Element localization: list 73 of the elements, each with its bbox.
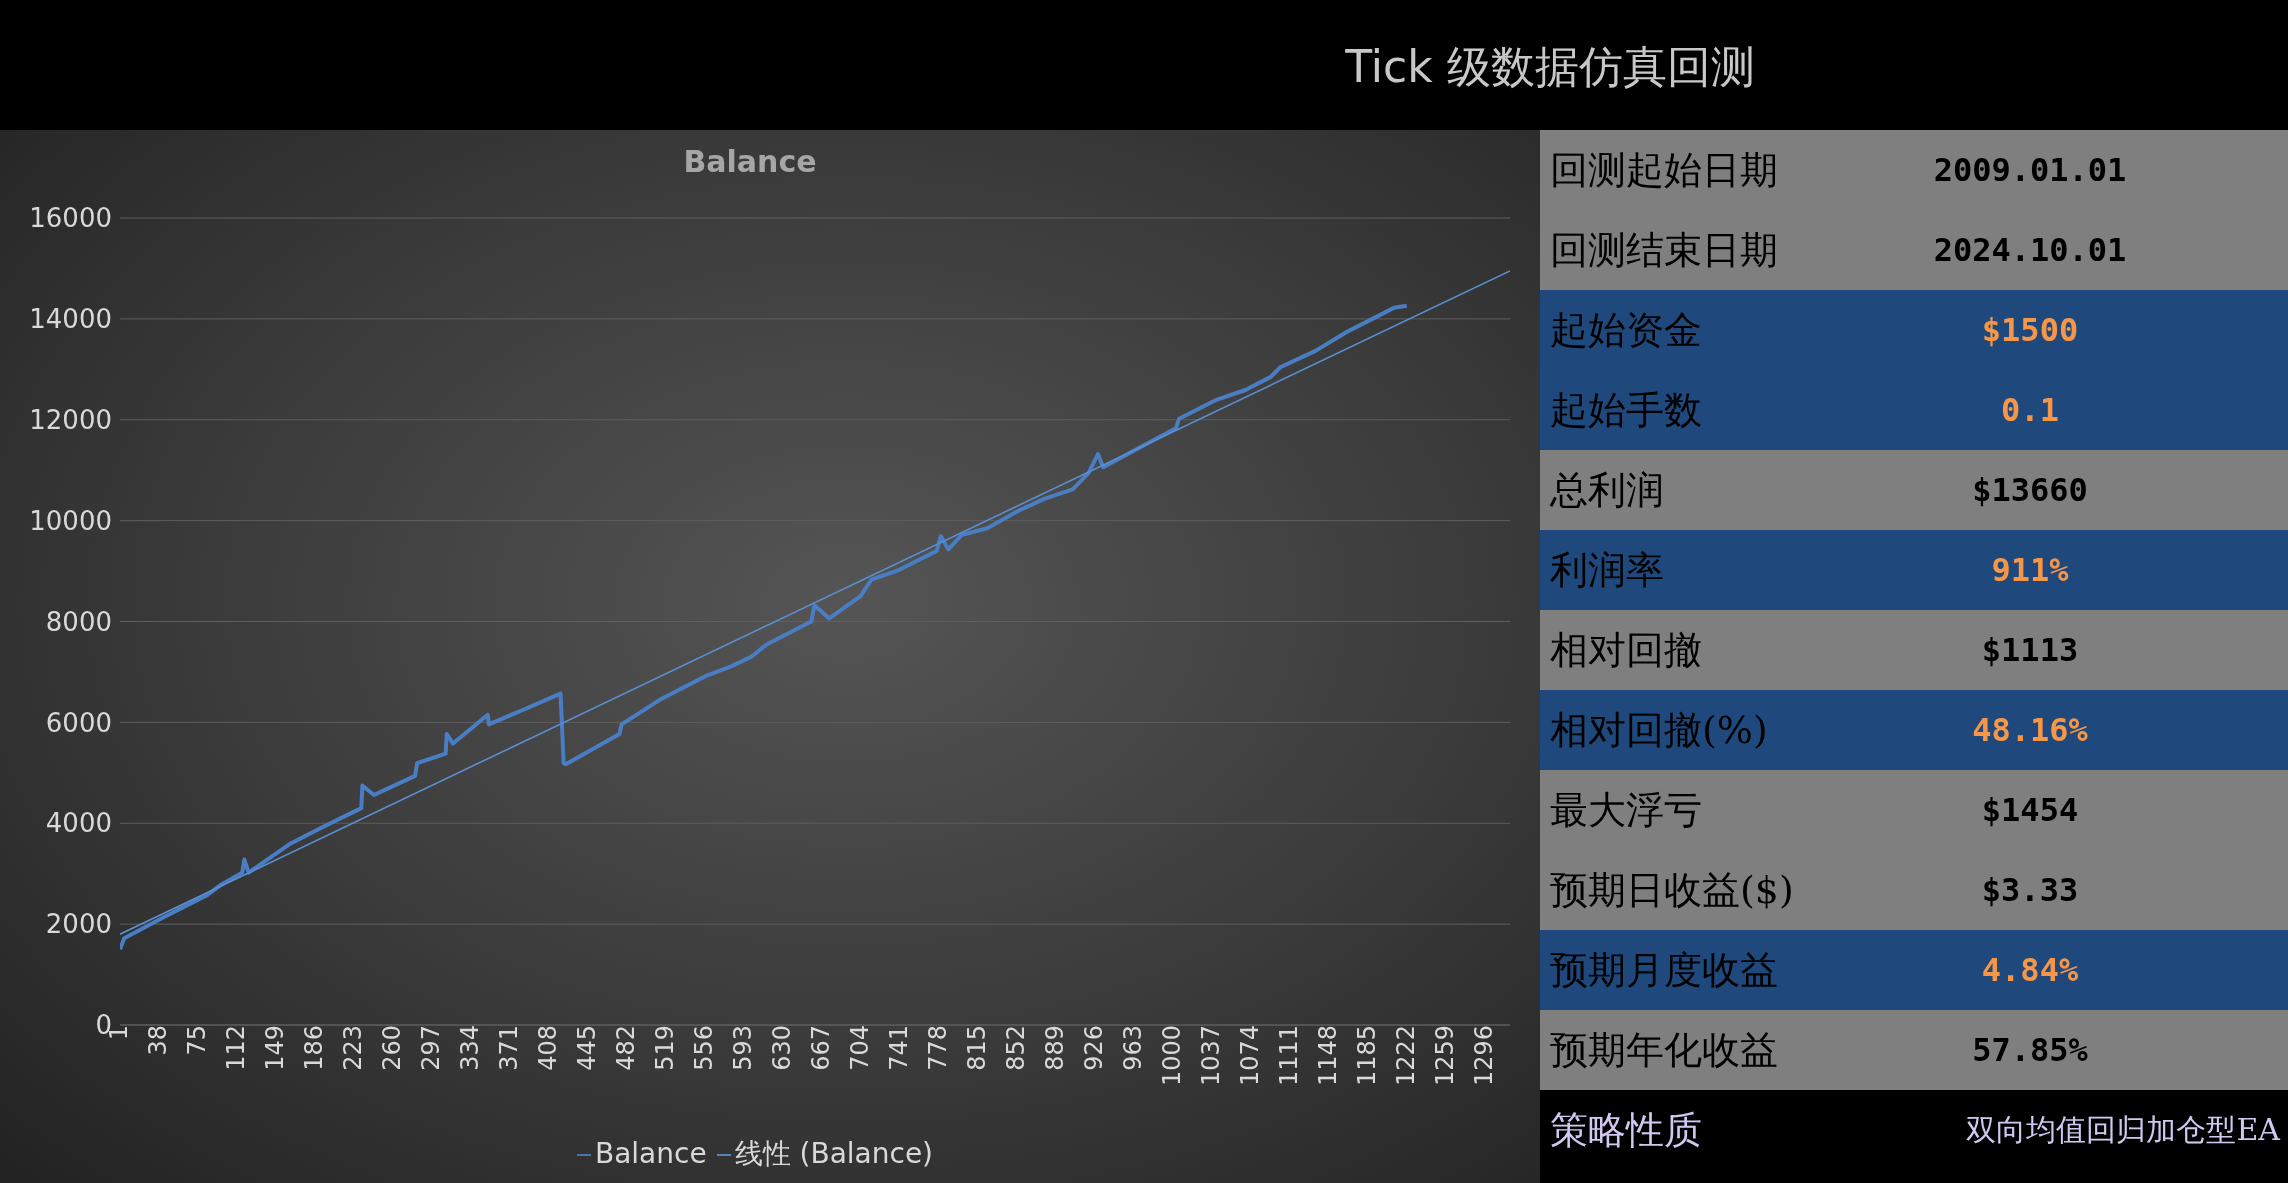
x-tick-label: 75 (183, 1025, 212, 1056)
text: $1454 (1981, 791, 2079, 829)
text: $1500 (1981, 311, 2079, 349)
text: 0.1 (2001, 391, 2059, 429)
x-tick-label: 667 (806, 1025, 835, 1071)
text: 双向均值回归加仓型EA (1966, 1111, 2280, 1147)
x-tick-label: 741 (884, 1025, 913, 1071)
category-label: 相对回撤 (1550, 626, 1702, 674)
text: 2024.10.01 (1933, 231, 2127, 269)
text: $3.33 (1981, 871, 2079, 909)
category-label: 总利润 (1550, 466, 1664, 514)
x-tick-label: 371 (494, 1025, 523, 1071)
category-label: 回测起始日期 (1550, 146, 1778, 194)
category-label: 策略性质 (1550, 1106, 1702, 1154)
x-tick-label: 1074 (1235, 1025, 1264, 1087)
text: 48.16% (1972, 711, 2088, 749)
x-tick-label: 519 (650, 1025, 679, 1071)
x-tick-label: 38 (144, 1025, 173, 1056)
x-tick-label: 556 (689, 1025, 718, 1071)
text: Tick 级数据仿真回测 (1344, 40, 1756, 94)
chart-title: Balance (682, 144, 818, 179)
x-tick-label: 112 (222, 1025, 251, 1071)
y-tick-label: 12000 (29, 404, 112, 435)
category-label: 预期日收益($) (1550, 866, 1794, 914)
x-tick-label: 408 (533, 1025, 562, 1071)
category-label: 起始资金 (1550, 306, 1702, 354)
x-tick-label: 482 (611, 1025, 640, 1071)
x-tick-label: 186 (300, 1025, 328, 1071)
x-tick-label: 1296 (1469, 1025, 1498, 1087)
x-tick-label: 926 (1079, 1025, 1108, 1071)
text: 4.84% (1981, 951, 2079, 989)
x-tick-label: 1037 (1196, 1025, 1225, 1087)
y-tick-label: 6000 (45, 707, 112, 738)
x-tick-label: 1148 (1313, 1025, 1342, 1087)
y-tick-label: 4000 (45, 808, 112, 839)
legend-label: 线性 (Balance) (734, 1137, 934, 1170)
x-tick-label: 1185 (1352, 1025, 1381, 1087)
x-tick-label: 852 (1001, 1025, 1030, 1071)
category-label: 预期月度收益 (1550, 946, 1778, 994)
x-tick-label: 630 (767, 1025, 796, 1071)
text: $13660 (1972, 471, 2088, 509)
x-tick-label: 815 (962, 1025, 991, 1071)
text: 2009.01.01 (1933, 151, 2127, 189)
x-tick-label: 963 (1118, 1025, 1147, 1071)
y-tick-label: 16000 (29, 203, 112, 234)
category-label: 最大浮亏 (1550, 786, 1702, 834)
y-tick-label: 2000 (45, 909, 112, 940)
x-tick-label: 593 (728, 1025, 757, 1071)
x-tick-label: 445 (572, 1025, 601, 1071)
text: $1113 (1981, 631, 2079, 669)
x-tick-label: 223 (338, 1025, 367, 1071)
category-label: 预期年化收益 (1550, 1026, 1778, 1074)
category-label: 相对回撤(%) (1550, 706, 1768, 754)
x-tick-label: 1111 (1274, 1025, 1303, 1087)
text: 911% (1991, 551, 2069, 589)
x-tick-label: 889 (1040, 1025, 1069, 1071)
category-label: 回测结束日期 (1550, 226, 1778, 274)
x-tick-label: 297 (416, 1025, 445, 1071)
x-tick-label: 1222 (1391, 1025, 1420, 1087)
x-tick-label: 260 (377, 1025, 406, 1071)
x-tick-label: 1259 (1430, 1025, 1459, 1087)
legend-label: Balance (594, 1137, 707, 1170)
x-tick-label: 1000 (1157, 1025, 1186, 1087)
x-tick-label: 149 (261, 1025, 290, 1071)
category-label: 起始手数 (1550, 386, 1702, 434)
x-tick-label: 704 (845, 1025, 874, 1071)
y-tick-label: 14000 (29, 304, 112, 335)
x-tick-label: 778 (923, 1025, 952, 1071)
x-tick-label: 334 (455, 1025, 484, 1071)
y-tick-label: 8000 (45, 606, 112, 637)
text: 57.85% (1972, 1031, 2088, 1069)
y-tick-label: 10000 (29, 505, 112, 536)
category-label: 利润率 (1550, 546, 1664, 594)
